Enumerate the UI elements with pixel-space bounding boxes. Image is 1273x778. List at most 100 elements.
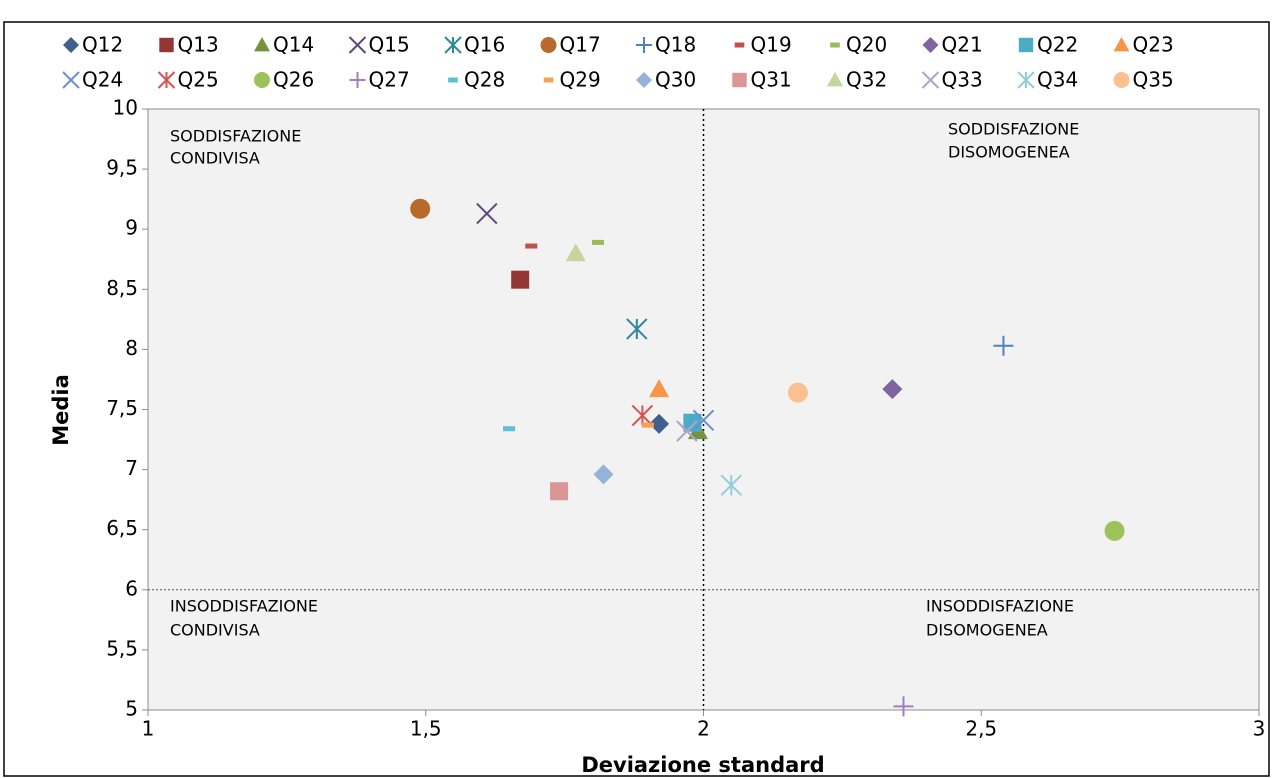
legend-item: Q20 — [830, 33, 887, 57]
legend-label: Q18 — [655, 33, 696, 57]
legend-label: Q23 — [1133, 33, 1174, 57]
y-tick-label: 6 — [125, 576, 138, 600]
legend-item: Q17 — [540, 33, 601, 57]
point — [893, 696, 914, 717]
legend-item: Q23 — [1113, 33, 1174, 57]
legend-marker — [636, 72, 652, 88]
legend-item: Q26 — [254, 68, 314, 92]
point — [787, 382, 808, 403]
legend-item: Q13 — [159, 33, 219, 57]
y-tick-label: 5,5 — [106, 636, 138, 660]
legend-label: Q34 — [1037, 68, 1078, 92]
legend-marker — [448, 77, 458, 83]
legend-item: Q34 — [1017, 68, 1078, 92]
point — [626, 318, 648, 340]
legend-marker — [1113, 72, 1130, 88]
legend-item: Q18 — [636, 33, 696, 57]
y-tick-label: 9 — [125, 216, 138, 240]
annotation: INSODDISFAZIONE — [170, 597, 318, 616]
legend-label: Q16 — [464, 33, 505, 57]
y-tick-label: 7,5 — [106, 396, 138, 420]
y-tick-label: 8,5 — [106, 276, 138, 300]
point — [692, 409, 715, 432]
legend-marker — [732, 72, 747, 88]
legend-item: Q30 — [636, 68, 696, 92]
legend-label: Q13 — [178, 33, 219, 57]
annotation: INSODDISFAZIONE — [926, 597, 1074, 616]
legend-marker — [827, 72, 843, 87]
legend-marker — [1017, 71, 1035, 89]
y-tick-label: 5 — [125, 697, 138, 721]
legend-marker — [348, 36, 367, 54]
legend-marker — [1113, 37, 1130, 52]
point — [410, 198, 431, 219]
legend-label: Q14 — [273, 33, 314, 57]
legend-item: Q19 — [734, 33, 792, 57]
legend-marker — [543, 77, 554, 83]
point — [550, 482, 569, 501]
x-axis-title: Deviazione standard — [581, 753, 824, 777]
legend-marker — [921, 71, 940, 89]
y-axis-title: Media — [49, 374, 73, 446]
point — [503, 426, 516, 432]
point — [525, 243, 538, 249]
legend-label: Q28 — [464, 68, 505, 92]
legend-item: Q32 — [827, 68, 887, 92]
y-tick-label: 7 — [125, 456, 138, 480]
legend-label: Q27 — [369, 68, 410, 92]
legend-item: Q14 — [254, 33, 314, 57]
y-tick-label: 9,5 — [106, 156, 138, 180]
legend-marker — [62, 71, 80, 89]
point — [1104, 520, 1125, 541]
legend-label: Q12 — [82, 33, 123, 57]
legend-marker — [636, 37, 652, 53]
annotation: DISOMOGENEA — [948, 143, 1070, 162]
point — [591, 239, 604, 245]
point — [565, 243, 586, 262]
legend-marker — [159, 37, 174, 53]
legend-item: Q29 — [543, 68, 601, 92]
legend-label: Q20 — [846, 33, 887, 57]
legend-item: Q24 — [62, 68, 123, 92]
annotation: SODDISFAZIONE — [170, 127, 301, 146]
legend-item: Q25 — [157, 68, 219, 92]
legend-marker — [254, 72, 270, 88]
legend-item: Q31 — [732, 68, 792, 92]
legend-label: Q22 — [1037, 33, 1078, 57]
legend-marker — [830, 42, 840, 48]
legend-item: Q12 — [63, 33, 123, 57]
legend-label: Q29 — [560, 68, 601, 92]
legend-label: Q17 — [560, 33, 601, 57]
legend-marker — [157, 71, 176, 89]
point — [676, 420, 698, 442]
y-tick-label: 6,5 — [106, 516, 138, 540]
legend-label: Q19 — [751, 33, 792, 57]
point — [476, 202, 498, 225]
point — [882, 379, 903, 400]
legend-marker — [922, 37, 939, 53]
legend-item: Q16 — [444, 33, 505, 57]
point — [649, 413, 670, 434]
legend-item: Q15 — [348, 33, 410, 57]
legend-item: Q27 — [349, 68, 410, 92]
y-tick-label: 8 — [125, 336, 138, 360]
legend-item: Q28 — [448, 68, 505, 92]
legend-label: Q30 — [655, 68, 696, 92]
x-tick-label: 2 — [697, 717, 710, 741]
legend-marker — [349, 72, 366, 88]
legend-item: Q35 — [1113, 68, 1174, 92]
legend-label: Q26 — [273, 68, 314, 92]
legend-marker — [444, 36, 462, 54]
x-tick-label: 1,5 — [410, 717, 442, 741]
point — [993, 335, 1014, 356]
legend-marker — [254, 37, 270, 52]
legend-item: Q22 — [1018, 33, 1078, 57]
point — [511, 270, 530, 289]
x-tick-label: 2,5 — [965, 717, 997, 741]
x-tick-label: 3 — [1253, 717, 1266, 741]
annotation: DISOMOGENEA — [926, 621, 1048, 640]
y-tick-label: 10 — [113, 96, 138, 120]
legend-marker — [734, 42, 745, 48]
